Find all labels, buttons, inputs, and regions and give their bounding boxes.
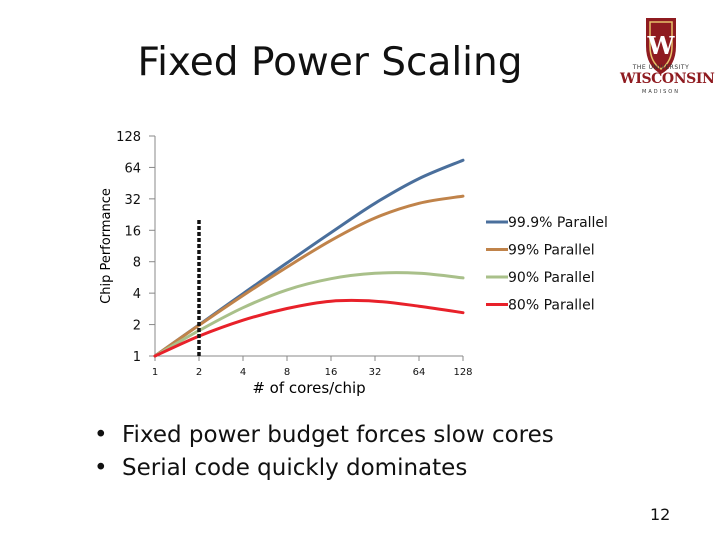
y-axis-title: Chip Performance: [99, 188, 114, 304]
x-tick-label: 32: [369, 367, 382, 378]
x-axis-title: # of cores/chip: [252, 379, 365, 397]
y-tick-label: 16: [124, 224, 141, 239]
y-tick-label: 4: [133, 287, 141, 302]
logo-university-text: THE UNIVERSITY: [632, 64, 690, 71]
page-number: 12: [650, 505, 671, 524]
svg-text:W: W: [647, 31, 676, 60]
y-tick-label: 8: [133, 256, 141, 271]
x-tick-label: 2: [196, 367, 202, 378]
series-line-2: [153, 271, 465, 358]
bullet-item: • Fixed power budget forces slow cores: [94, 419, 554, 452]
legend-label-2: 90% Parallel: [508, 270, 595, 286]
y-tick-label: 1: [133, 350, 141, 365]
x-tick-label: 16: [325, 367, 338, 378]
university-crest-icon: W: [646, 18, 676, 74]
y-tick-label: 2: [133, 319, 141, 334]
bullet-list: • Fixed power budget forces slow cores • S…: [94, 419, 554, 485]
slide-title: Fixed Power Scaling: [137, 40, 523, 85]
y-tick-label: 128: [116, 130, 141, 145]
x-tick-label: 64: [413, 367, 426, 378]
series-line-0: [153, 158, 465, 358]
legend-label-1: 99% Parallel: [508, 243, 595, 259]
legend-label-3: 80% Parallel: [508, 298, 595, 314]
y-tick-label: 32: [124, 193, 141, 208]
series-line-3: [153, 298, 465, 358]
logo-madison-text: MADISON: [642, 89, 680, 95]
bullet-dot-icon: •: [94, 455, 108, 481]
x-tick-label: 4: [240, 367, 246, 378]
bullet-text: Fixed power budget forces slow cores: [122, 422, 554, 448]
legend-label-0: 99.9% Parallel: [508, 215, 608, 231]
y-tick-label: 64: [124, 161, 141, 176]
series-line-1: [153, 194, 465, 358]
x-tick-label: 1: [152, 367, 158, 378]
x-tick-label: 8: [284, 367, 290, 378]
bullet-dot-icon: •: [94, 422, 108, 448]
bullet-text: Serial code quickly dominates: [122, 455, 468, 481]
x-tick-label: 128: [453, 367, 472, 378]
bullet-item: • Serial code quickly dominates: [94, 452, 554, 485]
logo-wisconsin-text: WISCONSIN: [620, 71, 715, 87]
